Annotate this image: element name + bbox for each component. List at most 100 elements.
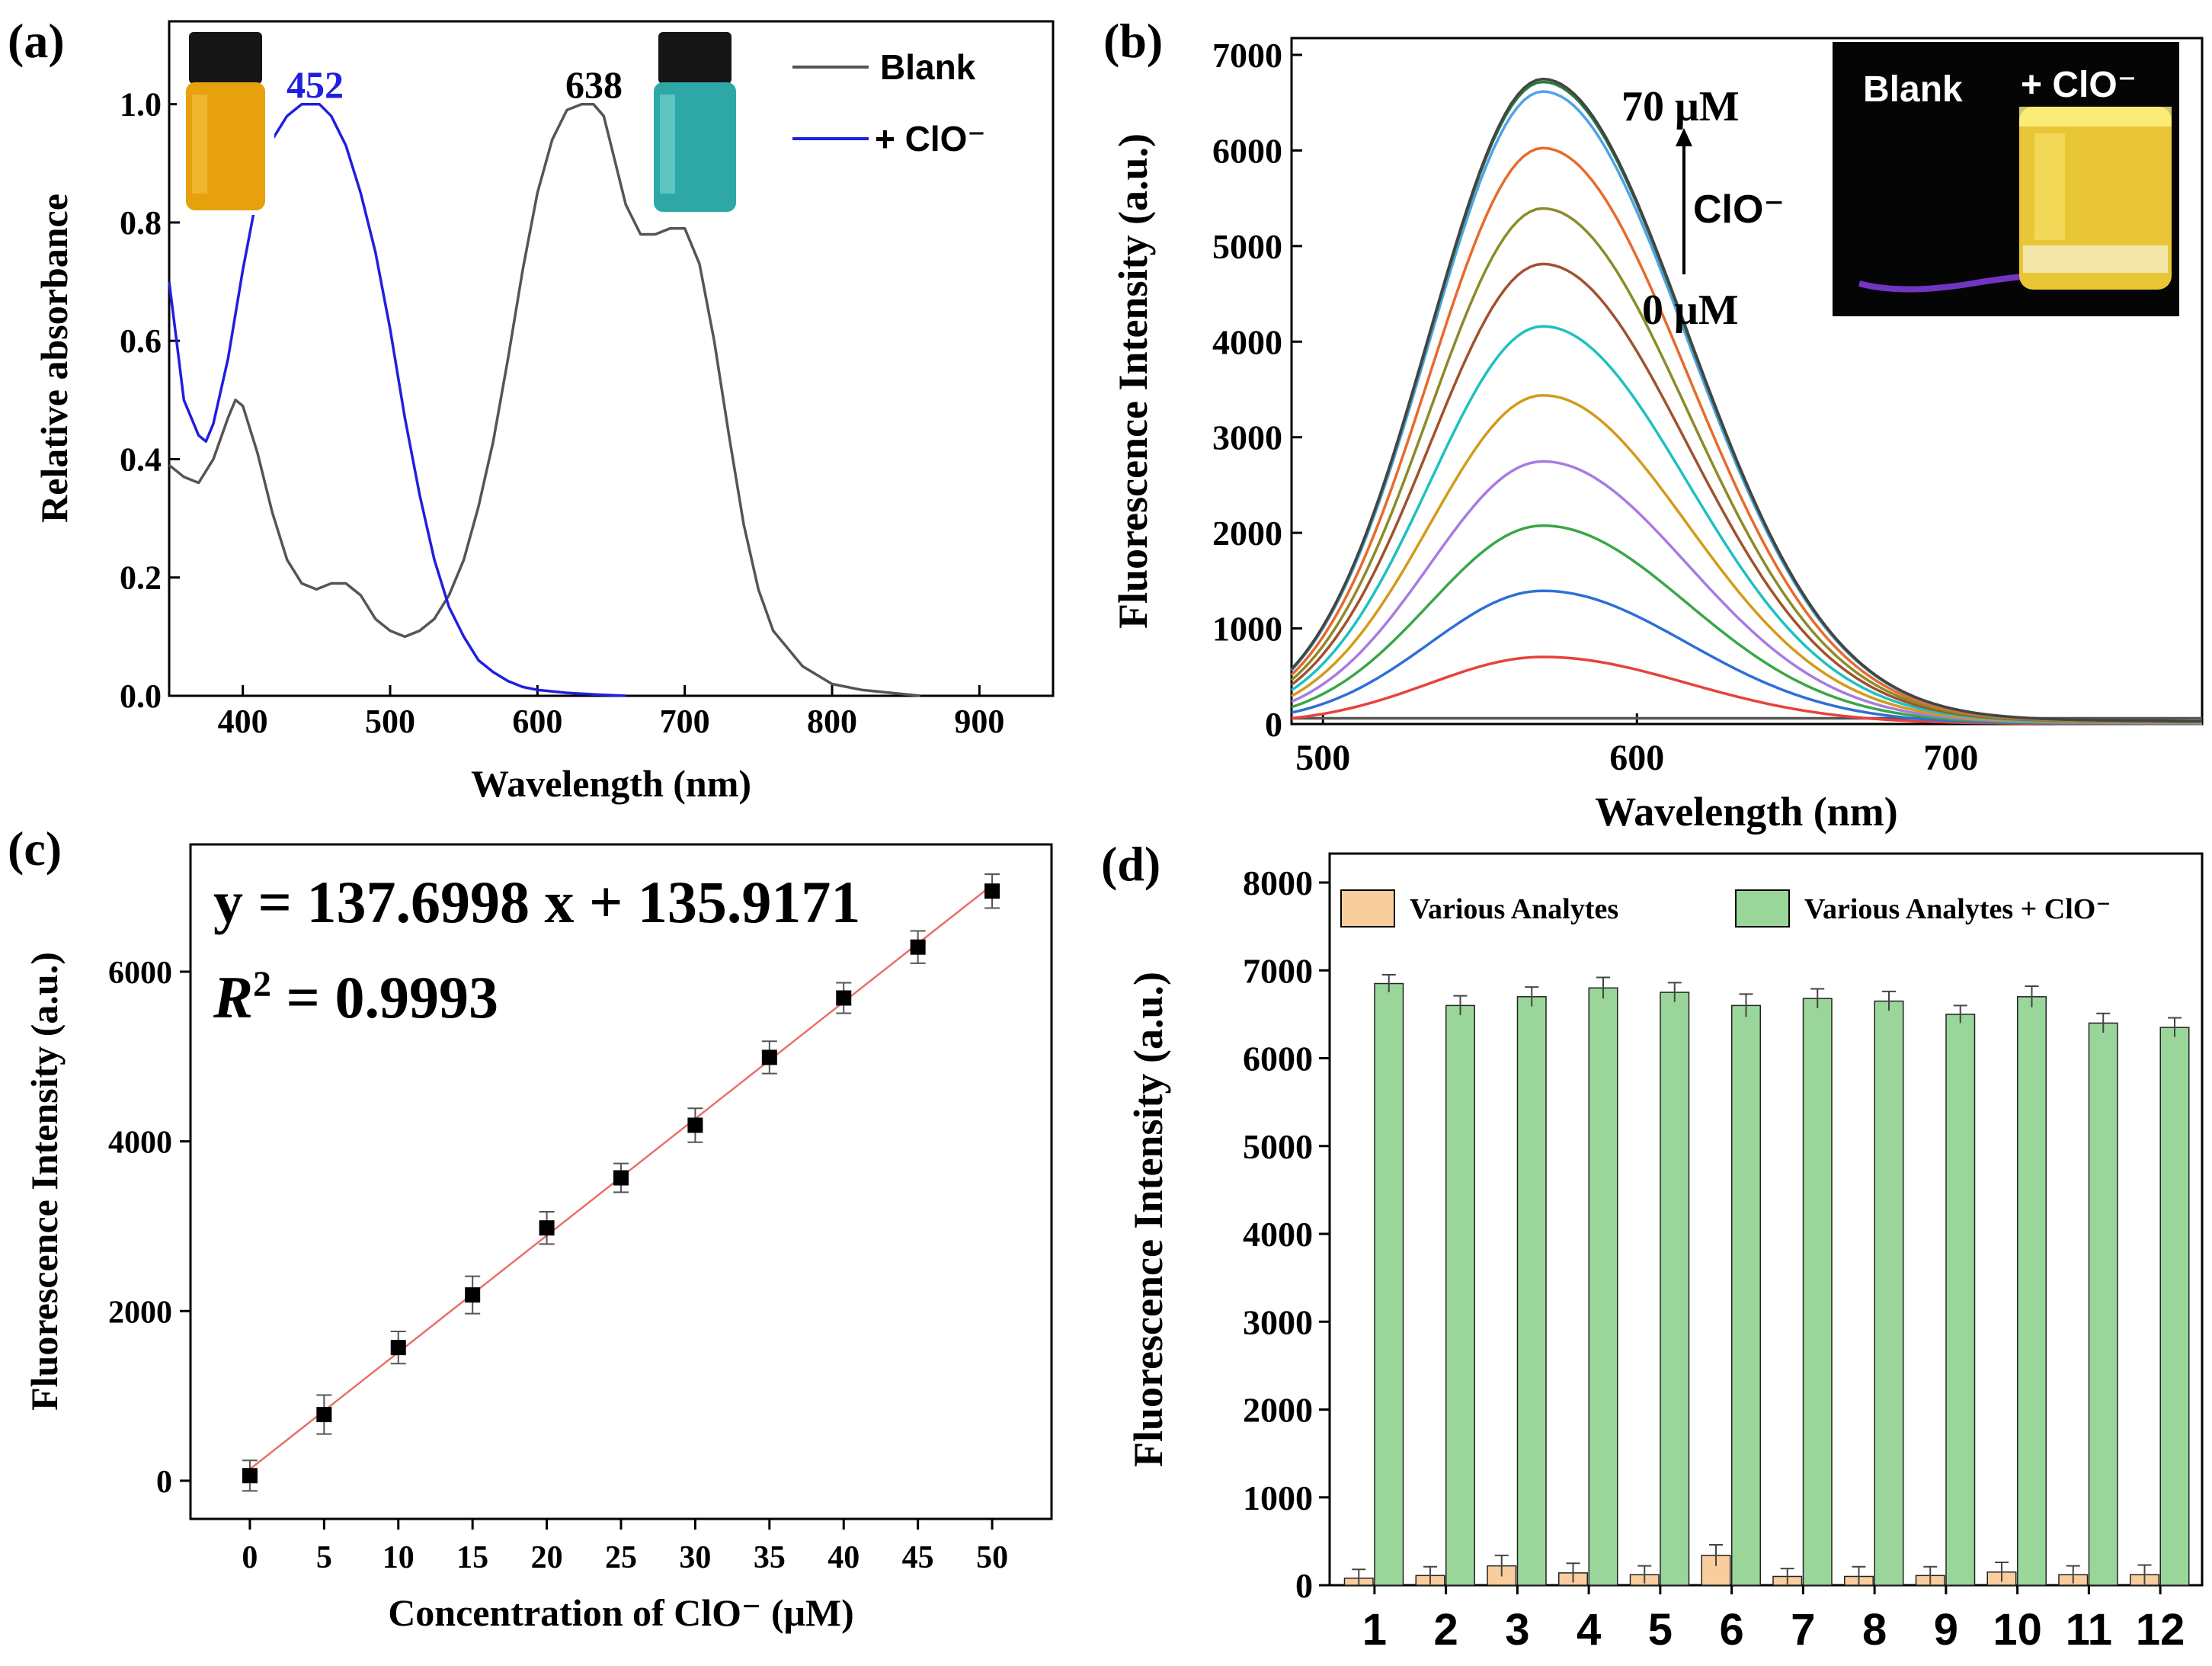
x-tick-label-b: 500 <box>1295 738 1350 778</box>
bar-analyte-clo <box>1874 1000 1904 1586</box>
y-tick-label-d: 5000 <box>1243 1127 1313 1166</box>
legend-label-clo: + ClO⁻ <box>875 119 986 159</box>
data-point-c <box>761 1049 777 1065</box>
plot-area-a <box>168 102 921 697</box>
bar-analyte-clo <box>1374 982 1404 1586</box>
x-tick-label-a: 600 <box>512 703 562 740</box>
plot-frame-b <box>1290 37 2204 726</box>
y-axis-title-c: Fluorescence Intensity (a.u.) <box>23 952 66 1411</box>
annotation-0um: 0 μM <box>1642 287 1739 334</box>
series-line-clo <box>168 102 626 697</box>
x-tick-label-a: 800 <box>807 703 857 740</box>
x-axis-title-a: Wavelength (nm) <box>471 762 751 805</box>
data-point-c <box>984 883 1000 899</box>
y-axis-title-b: Fluorescence Intensity (a.u.) <box>1110 133 1156 629</box>
legend-swatch-analytes-clo <box>1735 889 1790 928</box>
ticks-a: 400 500 600 700 800 900 0.0 0.2 0.4 0.6 0.8 1.0 <box>120 86 1004 740</box>
data-point-c <box>242 1468 258 1484</box>
plot-area-d <box>1343 974 2190 1586</box>
emission-curve-12 <box>1290 77 2202 723</box>
x-tick-label-a: 500 <box>365 703 415 740</box>
fit-equation: y = 137.6998 x + 135.9171 <box>213 869 860 935</box>
x-tick-label-c: 15 <box>456 1540 488 1575</box>
x-tick-label-b: 700 <box>1923 738 1978 778</box>
data-point-c <box>539 1220 555 1236</box>
plot-area-c <box>242 873 1000 1492</box>
bar-analyte-clo <box>1588 987 1618 1586</box>
plot-area-b <box>1290 77 2203 726</box>
x-tick-label-b: 600 <box>1609 738 1664 778</box>
bar-analyte-clo <box>1945 1014 1976 1586</box>
x-tick-label-c: 50 <box>976 1540 1008 1575</box>
panel-label-a: (a) <box>8 14 65 68</box>
series-line-blank <box>168 102 921 697</box>
x-tick-label-d: 11 <box>2066 1605 2112 1655</box>
y-tick-label-a: 0.4 <box>120 441 162 478</box>
emission-curve-1 <box>1291 655 2202 726</box>
peak-label-638: 638 <box>565 63 623 106</box>
plot-frame-d <box>1328 852 2204 1587</box>
legend-d: Various Analytes Various Analytes + ClO⁻ <box>1340 889 2111 928</box>
arrow-head-icon <box>1676 128 1692 146</box>
yellow-vial-inset <box>177 32 274 215</box>
r-squared-value: = 0.9993 <box>271 964 498 1030</box>
x-tick-label-c: 10 <box>383 1540 415 1575</box>
y-tick-label-a: 0.6 <box>120 322 162 360</box>
panel-label-c: (c) <box>8 822 62 876</box>
data-point-c <box>613 1170 629 1186</box>
x-tick-label-d: 10 <box>1993 1605 2042 1655</box>
r-squared: R2 = 0.9993 <box>213 964 498 1030</box>
y-tick-label-c: 2000 <box>108 1295 172 1330</box>
ticks-c: 0 5 10 15 20 25 30 35 40 45 50 0 2000 4000 6000 <box>108 956 1008 1575</box>
legend-a: Blank + ClO⁻ <box>792 47 986 159</box>
y-tick-label-d: 8000 <box>1243 863 1313 902</box>
data-point-c <box>836 990 852 1006</box>
data-point-c <box>910 939 926 955</box>
x-tick-label-a: 900 <box>954 703 1004 740</box>
emission-curve-2 <box>1291 589 2202 725</box>
data-point-c <box>390 1340 406 1356</box>
x-tick-label-c: 0 <box>242 1540 258 1575</box>
bar-analyte-clo <box>1802 998 1833 1586</box>
legend-swatch-analytes <box>1340 889 1395 928</box>
y-tick-label-d: 4000 <box>1243 1215 1313 1254</box>
bar-analyte-clo <box>1445 1004 1475 1586</box>
fluorescence-photo-inset: Blank + ClO⁻ <box>1833 42 2179 316</box>
y-tick-label-b: 4000 <box>1212 322 1282 361</box>
y-tick-label-a: 0.0 <box>120 678 162 715</box>
y-tick-label-d: 3000 <box>1243 1302 1313 1341</box>
x-tick-label-d: 6 <box>1719 1605 1743 1655</box>
x-tick-label-d: 4 <box>1577 1605 1601 1655</box>
bar-analyte-clo <box>1516 996 1547 1586</box>
x-tick-label-d: 3 <box>1505 1605 1529 1655</box>
r-squared-sup: 2 <box>253 964 271 1004</box>
panel-c: (c) 0 5 10 15 20 25 30 35 40 45 50 0 2000 4000 6000 y … <box>8 822 1053 1634</box>
y-tick-label-d: 7000 <box>1243 951 1313 990</box>
data-point-c <box>316 1407 332 1423</box>
x-tick-label-a: 700 <box>660 703 710 740</box>
y-tick-label-b: 3000 <box>1212 418 1282 457</box>
x-tick-label-a: 400 <box>218 703 268 740</box>
y-tick-label-d: 6000 <box>1243 1040 1313 1078</box>
y-tick-label-d: 1000 <box>1243 1479 1313 1517</box>
r-squared-symbol: R <box>213 964 253 1030</box>
y-tick-label-a: 1.0 <box>120 86 162 123</box>
x-tick-label-c: 30 <box>679 1540 711 1575</box>
emission-curve-6 <box>1291 325 2202 724</box>
bar-analyte-clo <box>2017 996 2047 1586</box>
y-tick-label-b: 5000 <box>1212 227 1282 266</box>
y-tick-label-a: 0.2 <box>120 559 162 597</box>
bar-analyte-clo <box>1660 992 1690 1586</box>
x-axis-title-b: Wavelength (nm) <box>1595 789 1898 835</box>
x-axis-title-c: Concentration of ClO⁻ (μM) <box>388 1591 854 1634</box>
x-tick-label-c: 40 <box>827 1540 860 1575</box>
peak-label-452: 452 <box>287 63 344 106</box>
panel-label-d: (d) <box>1101 837 1160 891</box>
bar-analyte-clo <box>1731 1004 1761 1586</box>
y-tick-label-b: 0 <box>1265 705 1282 744</box>
x-tick-label-c: 35 <box>754 1540 786 1575</box>
